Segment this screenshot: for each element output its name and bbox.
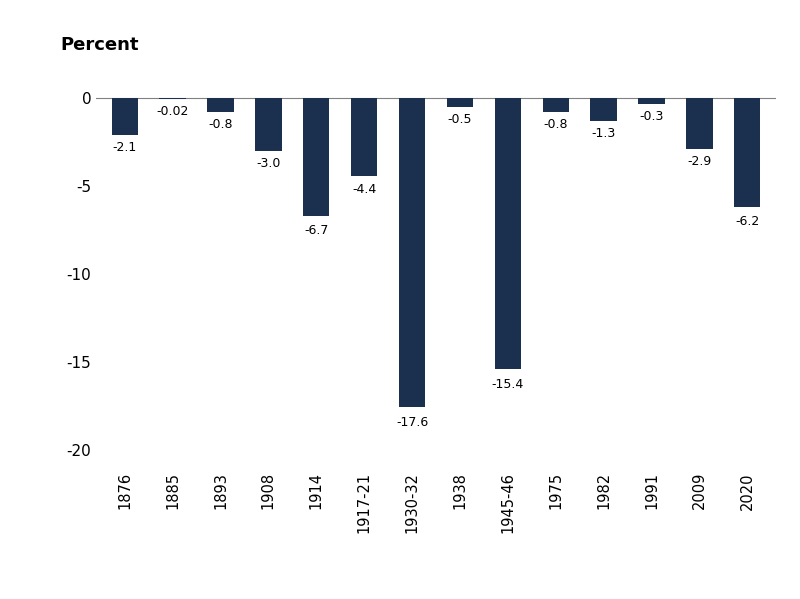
Bar bbox=[207, 98, 234, 112]
Bar bbox=[446, 98, 473, 107]
Bar bbox=[734, 98, 761, 207]
Text: -0.8: -0.8 bbox=[543, 119, 568, 131]
Text: -4.4: -4.4 bbox=[352, 183, 376, 196]
Text: -6.2: -6.2 bbox=[735, 215, 759, 228]
Bar bbox=[542, 98, 569, 112]
Text: -15.4: -15.4 bbox=[492, 377, 524, 391]
Bar bbox=[686, 98, 713, 149]
Bar bbox=[303, 98, 330, 216]
Text: -0.5: -0.5 bbox=[448, 113, 472, 126]
Text: -0.02: -0.02 bbox=[157, 105, 189, 118]
Bar bbox=[494, 98, 521, 369]
Text: -17.6: -17.6 bbox=[396, 416, 428, 429]
Bar bbox=[638, 98, 665, 104]
Text: -0.3: -0.3 bbox=[639, 110, 664, 123]
Text: -6.7: -6.7 bbox=[304, 224, 329, 237]
Bar bbox=[111, 98, 138, 135]
Bar bbox=[590, 98, 617, 121]
Bar bbox=[351, 98, 378, 176]
Text: -3.0: -3.0 bbox=[256, 157, 281, 170]
Bar bbox=[399, 98, 426, 407]
Text: -0.8: -0.8 bbox=[208, 119, 233, 131]
Text: -1.3: -1.3 bbox=[591, 127, 616, 140]
Bar bbox=[255, 98, 282, 151]
Text: -2.1: -2.1 bbox=[113, 141, 137, 155]
Text: -2.9: -2.9 bbox=[687, 155, 711, 168]
Text: Percent: Percent bbox=[60, 36, 138, 54]
